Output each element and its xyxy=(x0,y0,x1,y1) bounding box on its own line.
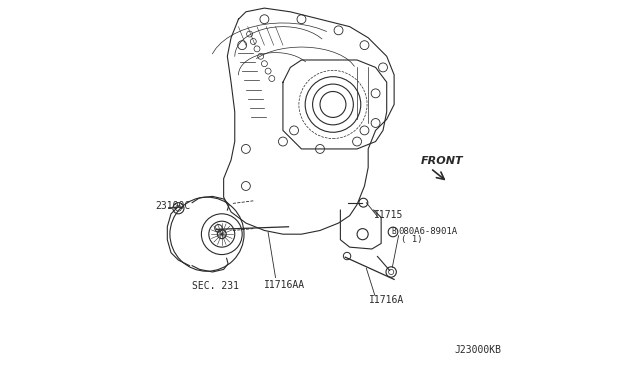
Text: SEC. 231: SEC. 231 xyxy=(192,281,239,291)
Text: I1716AA: I1716AA xyxy=(264,280,305,290)
Text: J23000KB: J23000KB xyxy=(454,345,501,355)
Text: 23100C: 23100C xyxy=(155,201,190,211)
Text: I1716A: I1716A xyxy=(369,295,404,305)
Text: I1715: I1715 xyxy=(374,210,404,220)
Text: B: B xyxy=(391,227,396,237)
Text: ( 1): ( 1) xyxy=(401,235,422,244)
Text: FRONT: FRONT xyxy=(421,156,463,166)
Text: 080A6-8901A: 080A6-8901A xyxy=(399,227,458,237)
